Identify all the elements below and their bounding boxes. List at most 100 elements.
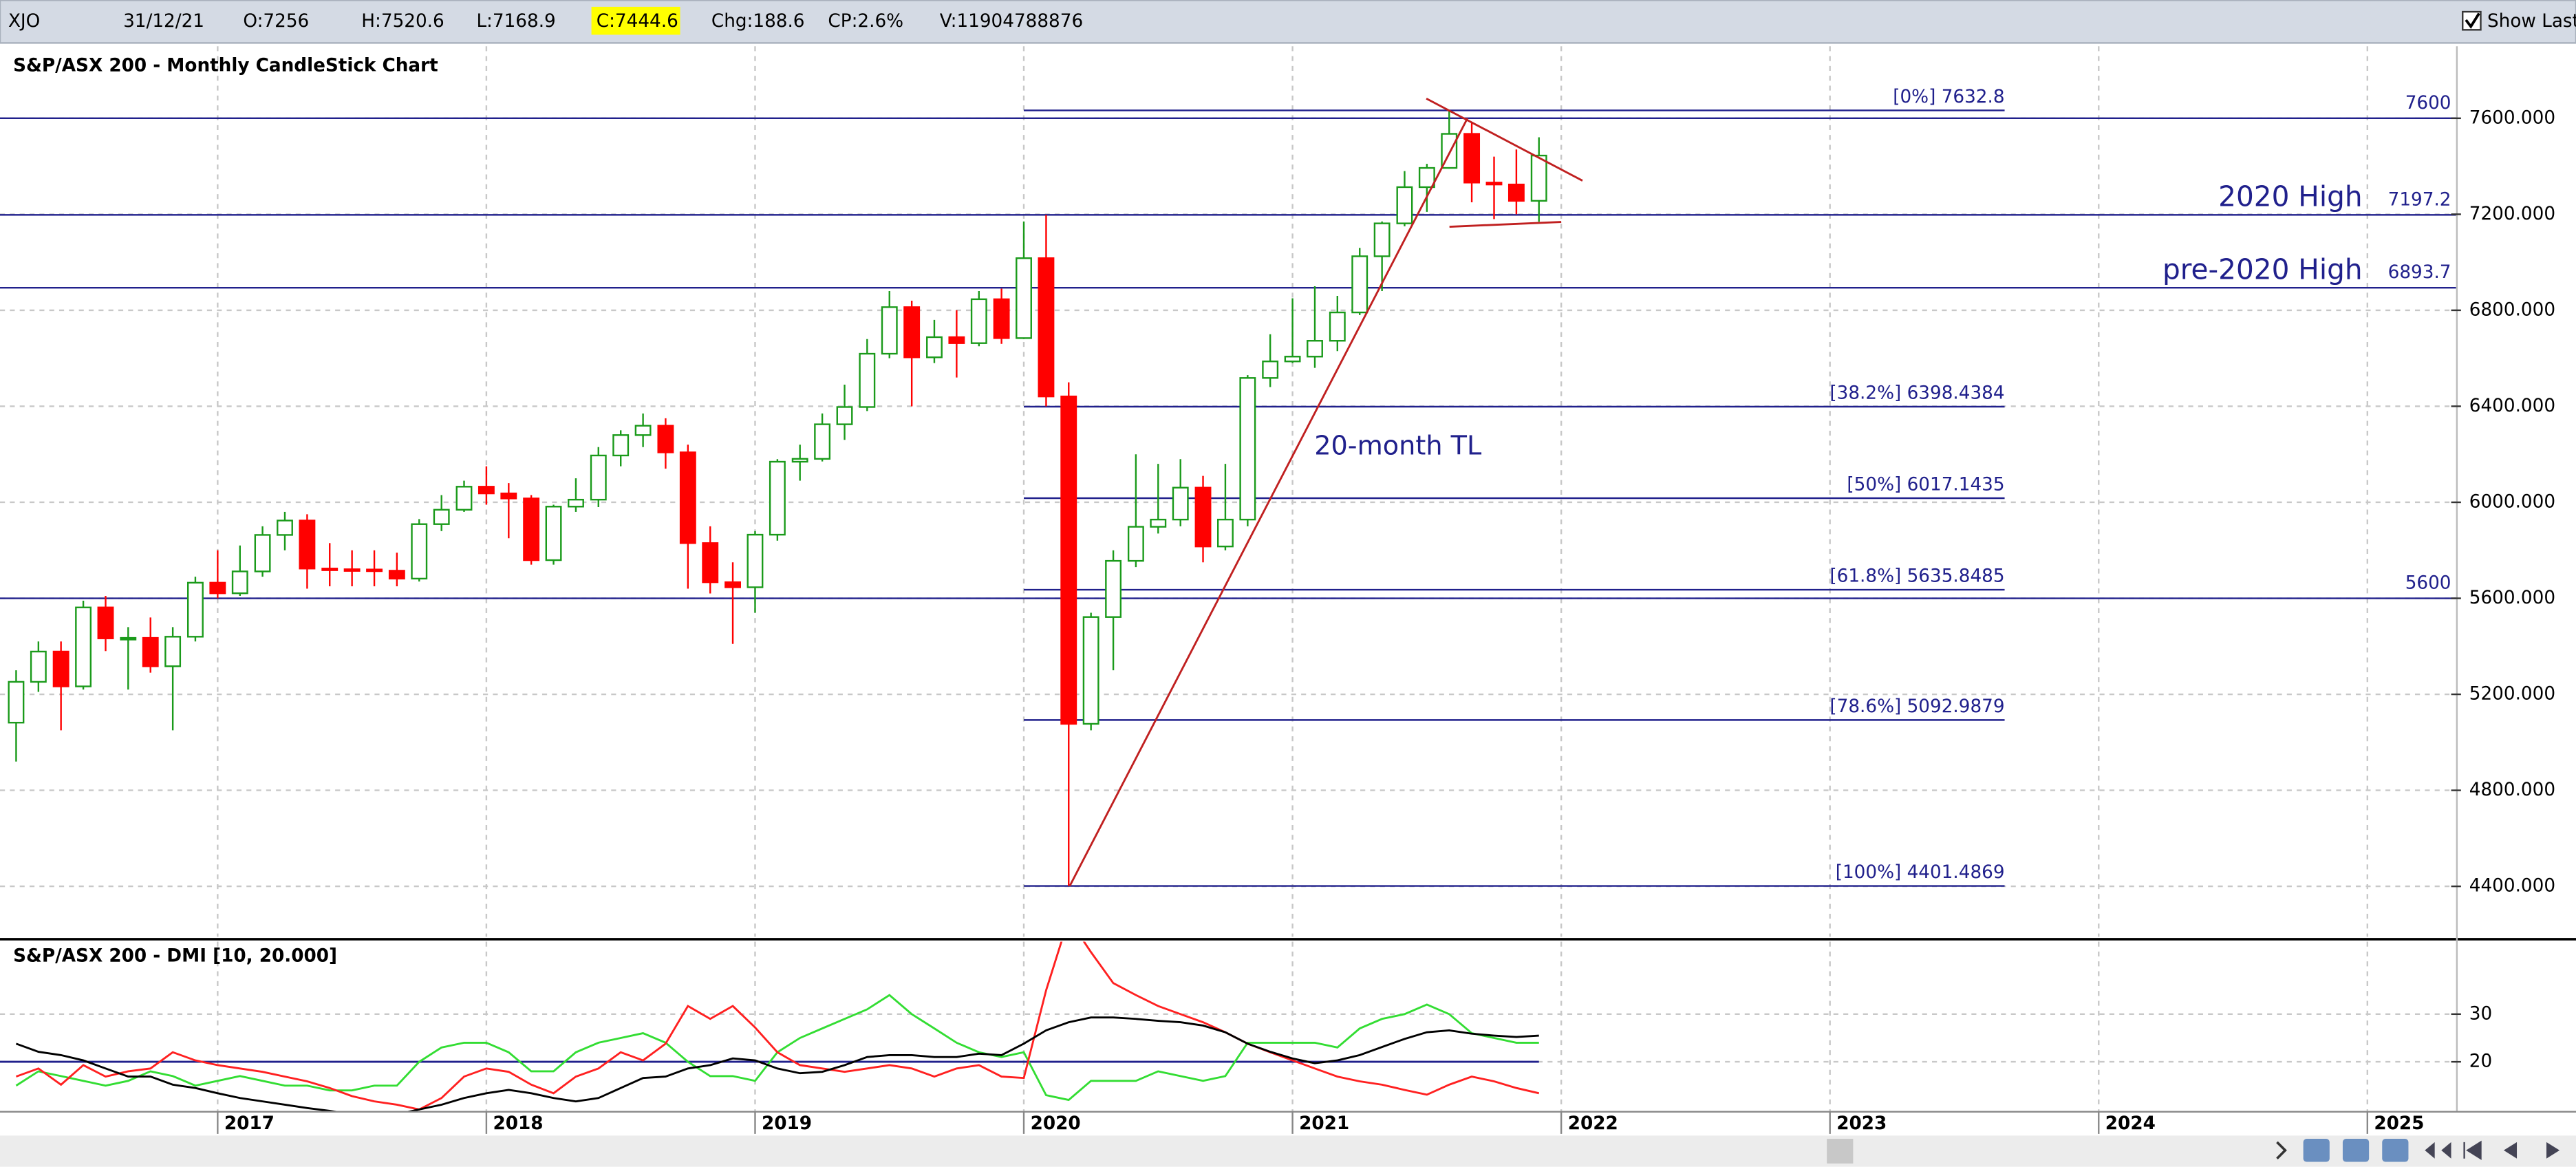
- candle-body: [1507, 183, 1525, 202]
- candle-body: [1194, 486, 1212, 548]
- fib-label: [50%] 6017.1435: [1847, 474, 2004, 495]
- nav-icon[interactable]: [2463, 1140, 2482, 1160]
- candle-body: [993, 298, 1010, 339]
- candle-body: [75, 606, 92, 687]
- candle-body: [590, 454, 607, 501]
- y-tick-label: 5600.000: [2469, 588, 2555, 608]
- scroll-thumb[interactable]: [1827, 1139, 1854, 1164]
- price-chart-title: S&P/ASX 200 - Monthly CandleStick Chart: [13, 55, 438, 76]
- show-last-label[interactable]: Show Last: [2487, 11, 2576, 32]
- y-tick-label: 5200.000: [2469, 684, 2555, 705]
- low: L:7168.9: [476, 11, 555, 32]
- scroll-right-arrow[interactable]: [2276, 1141, 2287, 1159]
- candle-body: [1373, 222, 1391, 257]
- nav-icon[interactable]: [2425, 1142, 2451, 1159]
- nav-icon[interactable]: [2503, 1142, 2518, 1159]
- candle-body: [97, 606, 114, 639]
- x-tick-label: 2023: [1836, 1113, 1887, 1134]
- level-note: 2020 High: [2218, 180, 2362, 213]
- trendline: [1426, 97, 1583, 182]
- price-plot: [0%] 7632.8 [38.2%] 6398.4384 [50%] 6017.1…: [0, 87, 2456, 887]
- candle-body: [702, 542, 719, 584]
- candle-body: [52, 650, 69, 687]
- dmi-line: [15, 1016, 1539, 1111]
- level-label: 5600: [2405, 573, 2451, 594]
- price-axis: 4400.000 4800.000 5200.000 5600.000 6000.000…: [2162, 93, 2555, 897]
- symbol: XJO: [8, 11, 40, 32]
- high: H:7520.6: [361, 11, 444, 32]
- x-tick-label: 2017: [224, 1113, 275, 1134]
- candle-body: [1418, 167, 1435, 189]
- close-highlight: [591, 6, 680, 35]
- dmi-axis: 20 30 2017 2018 2019 2020 2021 2022 2023 2024 2025: [217, 1003, 2492, 1134]
- toolbar-icon[interactable]: [2342, 1139, 2370, 1162]
- candle-body: [366, 568, 383, 572]
- candle-body: [500, 492, 517, 500]
- fib-label: [38.2%] 6398.4384: [1829, 383, 2004, 403]
- candle-body: [1351, 255, 1368, 314]
- fib-label: [78.6%] 5092.9879: [1829, 696, 2004, 717]
- candle-body: [568, 498, 584, 508]
- date: 31/12/21: [123, 11, 204, 32]
- candle-body: [388, 570, 405, 580]
- y-tick-label: 4400.000: [2469, 876, 2555, 897]
- trendline: [1069, 118, 1469, 887]
- candle-body: [679, 451, 696, 544]
- candle-body: [164, 636, 182, 667]
- candle-body: [1396, 186, 1413, 224]
- x-tick-label: 2019: [762, 1113, 812, 1134]
- x-tick-label: 2025: [2374, 1113, 2424, 1134]
- y-tick-label: 20: [2469, 1051, 2492, 1072]
- y-tick-label: 6800.000: [2469, 299, 2555, 320]
- change: Chg:188.6: [711, 11, 805, 32]
- candle-body: [1239, 377, 1256, 521]
- candle-body: [254, 534, 271, 572]
- x-tick-label: 2024: [2105, 1113, 2156, 1134]
- dmi-line: [15, 941, 1540, 1111]
- candle-body: [1150, 518, 1167, 528]
- y-tick-label: 30: [2469, 1003, 2492, 1024]
- candle-body: [657, 425, 674, 453]
- check-mark: [2465, 12, 2480, 29]
- candle-body: [948, 336, 965, 344]
- candle-body: [634, 425, 652, 436]
- trendline-annotation: 20-month TL: [1314, 431, 1482, 461]
- change-pct: CP:2.6%: [828, 11, 903, 32]
- candle-body: [1485, 182, 1503, 186]
- candle-body: [523, 497, 540, 561]
- x-tick-label: 2021: [1299, 1113, 1349, 1134]
- fib-label: [0%] 7632.8: [1893, 87, 2004, 107]
- open: O:7256: [243, 11, 309, 32]
- y-tick-label: 6400.000: [2469, 396, 2555, 416]
- level-label: 7197.2: [2388, 189, 2451, 210]
- candle-body: [747, 533, 764, 588]
- candle-body: [836, 406, 853, 425]
- candle-body: [231, 570, 248, 595]
- candle-body: [859, 352, 876, 408]
- candle-body: [1016, 257, 1032, 339]
- toolbar-icon[interactable]: [2382, 1139, 2409, 1162]
- x-tick-label: 2020: [1031, 1113, 1081, 1134]
- header-bar: [0, 0, 2576, 44]
- candle-body: [455, 486, 473, 511]
- y-tick-label: 6000.000: [2469, 491, 2555, 512]
- candle-body: [142, 636, 159, 667]
- toolbar-icon[interactable]: [2303, 1139, 2330, 1162]
- trendline: [1449, 221, 1562, 228]
- fib-label: [100%] 4401.4869: [1836, 862, 2005, 883]
- nav-icon[interactable]: [2546, 1142, 2560, 1159]
- candle-body: [1038, 257, 1055, 398]
- level-label: 6893.7: [2388, 262, 2451, 283]
- x-tick-label: 2022: [1568, 1113, 1618, 1134]
- candle-body: [277, 520, 293, 536]
- scrollbar[interactable]: [0, 1135, 2576, 1167]
- candle-body: [1082, 616, 1099, 725]
- candle-body: [1105, 559, 1122, 618]
- candle-body: [120, 636, 137, 641]
- candle-body: [1307, 340, 1323, 358]
- candle-body: [8, 681, 25, 724]
- candle-body: [30, 650, 47, 683]
- candle-body: [545, 506, 562, 561]
